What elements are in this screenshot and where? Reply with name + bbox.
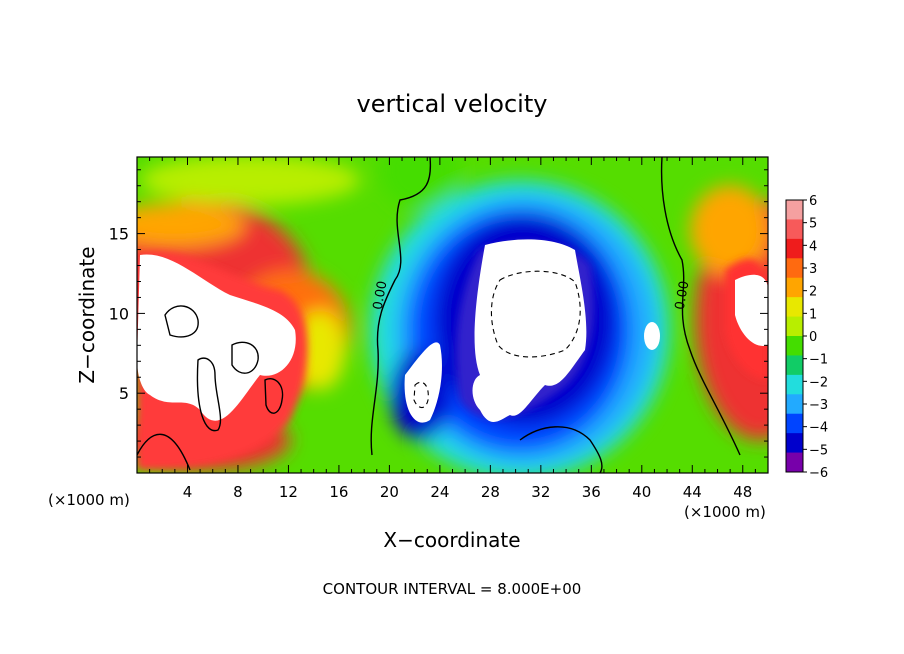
x-tick-label: 32 xyxy=(531,483,550,501)
colorbar-label: 1 xyxy=(809,307,817,322)
x-tick-label: 16 xyxy=(329,483,348,501)
y-tick-label: 5 xyxy=(119,384,129,403)
contour-label: 0.00 xyxy=(371,280,391,311)
x-tick-label: 48 xyxy=(733,483,752,501)
colorbar-label: −2 xyxy=(809,375,828,390)
colorbar-label: −5 xyxy=(809,443,828,458)
colorbar-swatch xyxy=(786,258,803,279)
colorbar-label: −6 xyxy=(809,466,828,481)
x-axis: 4 8 12 16 20 24 28 32 36 40 44 48 xyxy=(149,157,756,501)
colorbar-swatch xyxy=(786,200,803,220)
colorbar-label: −1 xyxy=(809,353,828,368)
colorbar-swatch xyxy=(786,238,803,259)
x-tick-label: 4 xyxy=(183,483,193,501)
x-tick-label: 8 xyxy=(233,483,243,501)
colorbar-label: 6 xyxy=(809,194,817,209)
colorbar-swatch xyxy=(786,433,803,454)
y-tick-label: 15 xyxy=(109,225,129,244)
colorbar-swatch xyxy=(786,297,803,318)
x-tick-label: 40 xyxy=(632,483,651,501)
colorbar-swatch xyxy=(786,394,803,415)
x-unit-right: (×1000 m) xyxy=(684,503,766,521)
colorbar-swatch xyxy=(786,316,803,337)
contour-interval-note: CONTOUR INTERVAL = 8.000E+00 xyxy=(323,580,582,598)
x-tick-label: 12 xyxy=(279,483,298,501)
colorbar-label: 0 xyxy=(809,330,817,345)
y-tick-label: 10 xyxy=(109,304,129,323)
x-tick-label: 36 xyxy=(582,483,601,501)
y-axis-label: Z−coordinate xyxy=(75,246,99,383)
x-tick-label: 28 xyxy=(481,483,500,501)
colorbar-swatch xyxy=(786,374,803,395)
x-tick-label: 44 xyxy=(683,483,702,501)
colorbar-label: 3 xyxy=(809,262,817,277)
chart-title: vertical velocity xyxy=(357,90,548,118)
x-axis-label: X−coordinate xyxy=(383,528,520,552)
y-axis: 5 10 15 xyxy=(109,169,768,458)
contour-label: 0.00 xyxy=(673,280,693,311)
colorbar-swatch xyxy=(786,413,803,434)
colorbar-swatch xyxy=(786,452,803,473)
colorbar-swatch xyxy=(786,219,803,240)
colorbar-label: −4 xyxy=(809,421,828,436)
x-tick-label: 20 xyxy=(380,483,399,501)
colorbar: 6 5 4 3 2 1 0 −1 −2 −3 −4 −5 −6 xyxy=(785,194,828,481)
colorbar-swatch xyxy=(786,355,803,376)
colorbar-swatch xyxy=(786,336,803,356)
colorbar-label: −3 xyxy=(809,398,828,413)
heatmap-field xyxy=(137,157,768,473)
colorbar-label: 2 xyxy=(809,285,817,300)
colorbar-label: 4 xyxy=(809,239,817,254)
x-unit-left: (×1000 m) xyxy=(48,491,130,509)
colorbar-swatch xyxy=(786,277,803,298)
contour-labels: 0.00 0.00 xyxy=(371,280,693,311)
colorbar-label: 5 xyxy=(809,217,817,232)
x-tick-label: 24 xyxy=(430,483,449,501)
